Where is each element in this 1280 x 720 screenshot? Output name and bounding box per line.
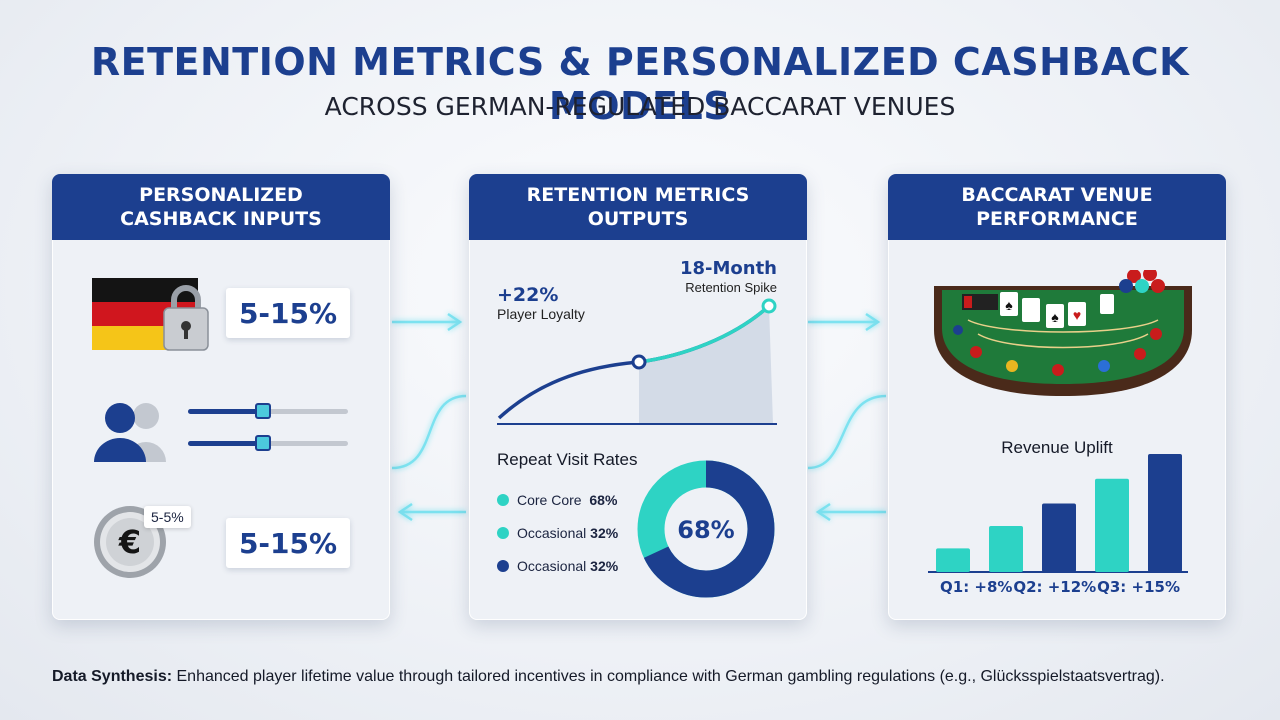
curve-point-mid bbox=[631, 354, 647, 370]
legend-dot bbox=[497, 560, 509, 572]
footer-text: Enhanced player lifetime value through t… bbox=[172, 668, 1165, 685]
revenue-label-q3: Q3: +15% bbox=[1097, 578, 1180, 596]
page-subtitle: ACROSS GERMAN-REGULATED BACCARAT VENUES bbox=[324, 92, 956, 121]
users-sliders-icon bbox=[94, 403, 348, 462]
svg-text:€: € bbox=[118, 523, 141, 561]
donut-center-label: 68% bbox=[677, 516, 734, 544]
cashback-rate-box-2: 5-15% bbox=[226, 518, 350, 568]
revenue-bar-2 bbox=[989, 525, 1023, 572]
revenue-label-q1: Q1: +8% bbox=[940, 578, 1013, 596]
cashback-inputs-title-line2: CASHBACK INPUTS bbox=[120, 208, 322, 230]
revenue-bar-3 bbox=[1042, 503, 1076, 572]
coin-rate-badge: 5-5% bbox=[144, 506, 191, 528]
legend-value: 68% bbox=[589, 492, 618, 508]
retention-outputs-card: RETENTION METRICS OUTPUTS +22% Player Lo… bbox=[469, 174, 807, 620]
revenue-bar-5 bbox=[1148, 454, 1182, 572]
legend-value: 32% bbox=[590, 558, 619, 574]
legend-item-occasional-1: Occasional 32% bbox=[497, 517, 618, 550]
legend-label: Occasional bbox=[517, 525, 587, 541]
germany-flag-lock-icon bbox=[92, 278, 209, 351]
retention-outputs-title-line2: OUTPUTS bbox=[587, 208, 689, 230]
venue-title-line2: PERFORMANCE bbox=[976, 208, 1138, 230]
revenue-bar-chart bbox=[928, 454, 1188, 573]
legend-label: Core Core bbox=[517, 492, 582, 508]
repeat-visit-donut: 68% bbox=[637, 460, 775, 598]
retention-outputs-header: RETENTION METRICS OUTPUTS bbox=[469, 174, 807, 240]
cashback-inputs-card: PERSONALIZED CASHBACK INPUTS 5-15% € 5-5… bbox=[52, 174, 390, 620]
footer-note: Data Synthesis: Enhanced player lifetime… bbox=[52, 668, 1165, 686]
loyalty-label: Player Loyalty bbox=[497, 306, 585, 322]
retention-outputs-title-line1: RETENTION METRICS bbox=[526, 184, 750, 206]
svg-text:♥: ♥ bbox=[1073, 307, 1081, 323]
legend-item-occasional-2: Occasional 32% bbox=[497, 550, 618, 583]
revenue-labels: Q1: +8% Q2: +12% Q3: +15% bbox=[940, 578, 1180, 596]
retention-area bbox=[639, 306, 773, 424]
footer-label: Data Synthesis: bbox=[52, 668, 173, 685]
repeat-visit-legend: Core Core 68% Occasional 32% Occasional … bbox=[497, 484, 618, 583]
cashback-rate-box-1: 5-15% bbox=[226, 288, 350, 338]
legend-label: Occasional bbox=[517, 558, 587, 574]
svg-text:♠: ♠ bbox=[1051, 309, 1059, 325]
retention-growth-curve bbox=[497, 298, 777, 425]
cashback-inputs-title-line1: PERSONALIZED bbox=[139, 184, 303, 206]
legend-value: 32% bbox=[590, 525, 619, 541]
revenue-title: Revenue Uplift bbox=[1001, 438, 1113, 457]
legend-dot bbox=[497, 494, 509, 506]
venue-performance-header: BACCARAT VENUE PERFORMANCE bbox=[888, 174, 1226, 240]
revenue-bar-1 bbox=[936, 548, 970, 572]
spike-title: 18-Month bbox=[679, 258, 777, 279]
spike-label: Retention Spike bbox=[685, 280, 777, 295]
svg-text:♠: ♠ bbox=[1005, 297, 1013, 313]
revenue-label-q2: Q2: +12% bbox=[1013, 578, 1097, 596]
curve-inputs-to-outputs bbox=[391, 394, 467, 470]
curve-point-end bbox=[761, 298, 777, 314]
loyalty-value: +22% bbox=[497, 284, 559, 306]
baccarat-table-icon: ♠ ♠ ♥ bbox=[934, 270, 1192, 396]
donut-arc-core bbox=[637, 460, 775, 598]
cashback-inputs-header: PERSONALIZED CASHBACK INPUTS bbox=[52, 174, 390, 240]
venue-performance-card: BACCARAT VENUE PERFORMANCE ♠ ♠ ♥ bbox=[888, 174, 1226, 620]
legend-item-core: Core Core 68% bbox=[497, 484, 618, 517]
revenue-bar-4 bbox=[1095, 478, 1129, 572]
repeat-visit-title: Repeat Visit Rates bbox=[497, 450, 638, 469]
venue-title-line1: BACCARAT VENUE bbox=[961, 184, 1153, 206]
legend-dot bbox=[497, 527, 509, 539]
page-title: RETENTION METRICS & PERSONALIZED CASHBAC… bbox=[90, 40, 1190, 128]
curve-outputs-to-venue bbox=[807, 394, 887, 470]
